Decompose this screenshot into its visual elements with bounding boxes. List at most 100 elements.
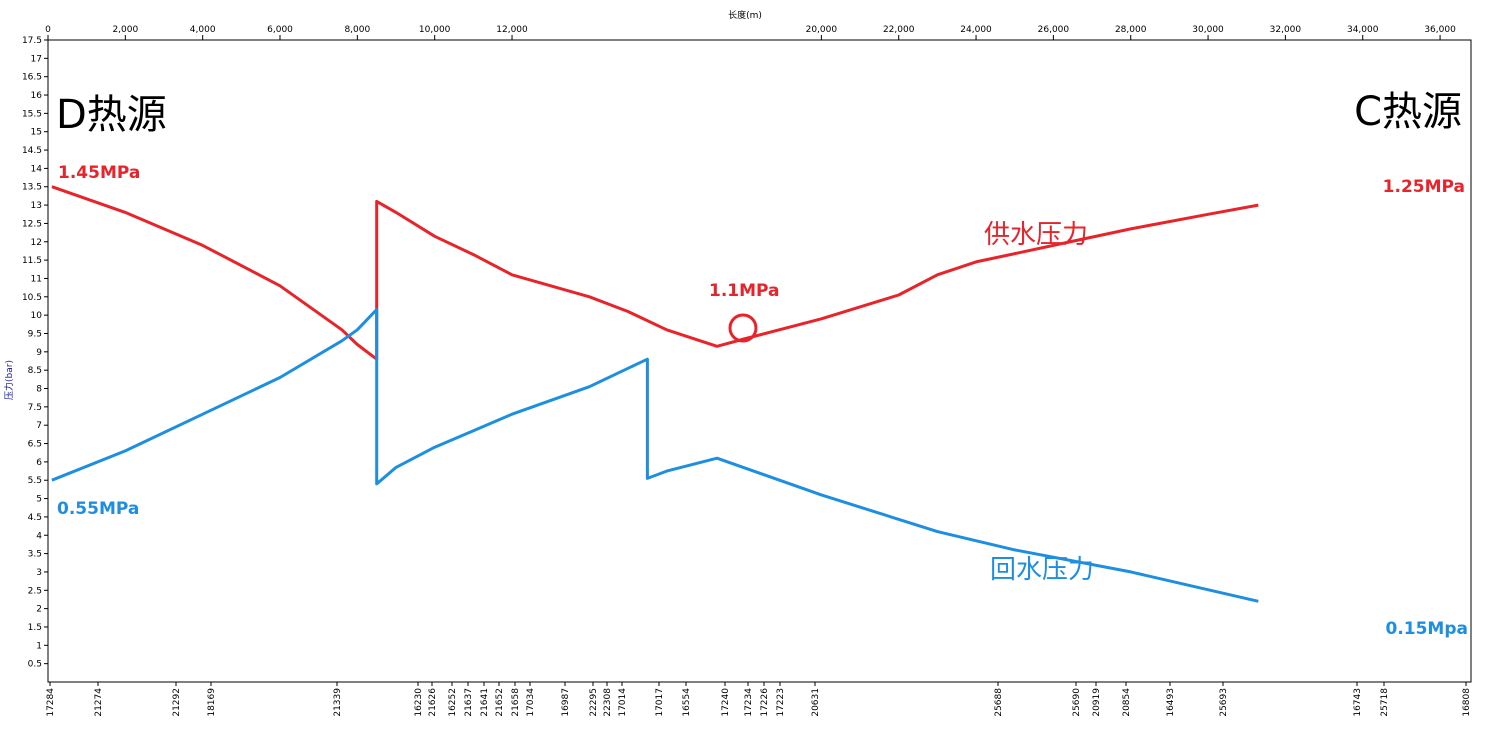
y-tick-label: 4.5	[28, 513, 42, 523]
y-tick-label: 5.5	[28, 476, 42, 486]
x-tick-label: 6,000	[267, 25, 293, 35]
y-tick-label: 5	[36, 495, 42, 505]
node-label: 25718	[1380, 688, 1390, 717]
y-tick-label: 14.5	[22, 146, 42, 156]
y-tick-label: 17.5	[22, 36, 42, 46]
x-tick-label: 34,000	[1347, 25, 1379, 35]
node-label: 21274	[94, 688, 104, 717]
y-tick-label: 7.5	[28, 403, 42, 413]
x-axis-label: 长度(m)	[728, 9, 762, 21]
y-tick-label: 1	[36, 641, 42, 651]
node-label: 21658	[511, 688, 521, 717]
y-tick-label: 3.5	[28, 550, 42, 560]
y-tick-label: 12.5	[22, 219, 42, 229]
y-tick-label: 11.5	[22, 256, 42, 266]
y-tick-label: 17	[31, 54, 42, 64]
y-tick-label: 2	[36, 605, 42, 615]
node-axis: 17284 21274 21292 18169 21339 16230 21626 16252…	[46, 682, 1472, 717]
x-tick-label: 32,000	[1270, 25, 1302, 35]
y-tick-label: 15	[31, 128, 42, 138]
node-label: 21637	[464, 688, 474, 717]
series-line-1	[51, 185, 1259, 361]
node-label: 17017	[655, 688, 665, 717]
node-label: 25693	[1219, 688, 1229, 717]
y-tick-label: 6.5	[28, 440, 42, 450]
node-label: 17223	[776, 688, 786, 717]
y-tick-label: 0.5	[28, 660, 42, 670]
x-tick-label: 12,000	[496, 25, 528, 35]
y-tick-label: 9.5	[28, 329, 42, 339]
node-label: 17234	[744, 688, 754, 717]
node-label: 17014	[618, 688, 628, 717]
node-label: 25688	[994, 688, 1004, 717]
y-tick-label: 13.5	[22, 183, 42, 193]
x-tick-label: 2,000	[112, 25, 138, 35]
x-axis: 0 2,000 4,000 6,000 8,000 10,000 12,000 20,000 2…	[45, 25, 1456, 40]
y-tick-label: 12	[31, 238, 42, 248]
node-label: 18169	[207, 688, 217, 717]
highlight-circle	[728, 313, 758, 343]
supply-start-label: 1.45MPa	[58, 163, 140, 183]
node-label: 21292	[172, 688, 182, 717]
y-tick-label: 16.5	[22, 73, 42, 83]
x-tick-label: 20,000	[806, 25, 838, 35]
node-label: 20631	[811, 688, 821, 717]
node-label: 22308	[603, 688, 613, 717]
node-label: 20919	[1092, 688, 1102, 717]
return-end-label: 0.15Mpa	[1385, 619, 1468, 639]
y-axis-label: 压力(bar)	[3, 360, 15, 400]
x-tick-label: 26,000	[1038, 25, 1070, 35]
y-axis: 0.511.522.533.544.555.566.577.588.599.51…	[22, 36, 48, 670]
x-tick-label: 28,000	[1115, 25, 1147, 35]
node-label: 21641	[480, 688, 490, 717]
x-tick-label: 8,000	[344, 25, 370, 35]
y-tick-label: 9	[36, 348, 42, 358]
y-tick-label: 16	[31, 91, 43, 101]
node-label: 21652	[495, 688, 505, 717]
return-start-label: 0.55MPa	[57, 499, 139, 519]
y-tick-label: 8.5	[28, 366, 42, 376]
y-tick-label: 8	[36, 385, 42, 395]
y-tick-label: 14	[31, 164, 43, 174]
supply-end-label: 1.25MPa	[1383, 177, 1465, 197]
x-tick-label: 4,000	[190, 25, 216, 35]
x-tick-label: 36,000	[1424, 25, 1456, 35]
node-label: 17240	[721, 688, 731, 717]
node-label: 17226	[760, 688, 770, 717]
y-tick-label: 10.5	[22, 293, 42, 303]
node-label: 16743	[1353, 688, 1363, 717]
node-label: 22295	[589, 688, 599, 717]
series-line-2	[51, 308, 1259, 603]
x-tick-label: 10,000	[419, 25, 451, 35]
c-source-label: C热源	[1354, 89, 1462, 135]
series-group	[51, 185, 1259, 603]
y-tick-label: 4	[36, 531, 42, 541]
node-label: 16230	[414, 688, 424, 717]
y-tick-label: 7	[36, 421, 42, 431]
x-tick-label: 24,000	[960, 25, 992, 35]
y-tick-label: 13	[31, 201, 42, 211]
y-tick-label: 10	[31, 311, 43, 321]
node-label: 16987	[561, 688, 571, 717]
x-tick-label: 22,000	[883, 25, 915, 35]
node-label: 21626	[428, 688, 438, 717]
y-tick-label: 11	[31, 274, 42, 284]
x-tick-label: 30,000	[1192, 25, 1224, 35]
node-label: 16554	[682, 688, 692, 717]
x-tick-label: 0	[45, 25, 51, 35]
y-tick-label: 6	[36, 458, 42, 468]
y-tick-label: 1.5	[28, 623, 42, 633]
node-label: 17034	[526, 688, 536, 717]
node-label: 16808	[1462, 688, 1472, 717]
y-tick-label: 2.5	[28, 586, 42, 596]
node-label: 16252	[448, 688, 458, 717]
node-label: 20854	[1122, 688, 1132, 717]
node-label: 21339	[333, 688, 343, 717]
supply-mid-label: 1.1MPa	[709, 281, 780, 301]
node-label: 16493	[1166, 688, 1176, 717]
return-pressure-label: 回水压力	[990, 555, 1094, 585]
plot-frame	[47, 39, 1472, 683]
node-label: 25690	[1072, 688, 1082, 717]
node-label: 17284	[46, 688, 56, 717]
